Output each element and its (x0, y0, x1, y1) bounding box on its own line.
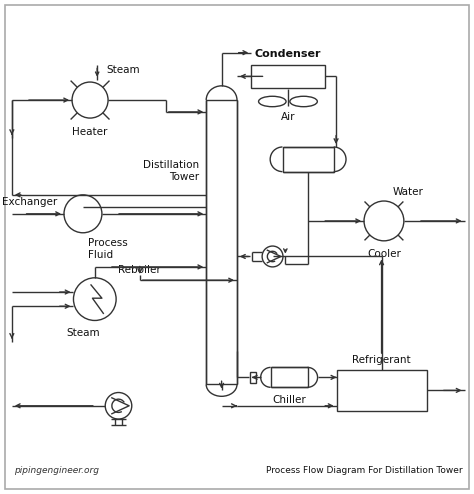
Text: Refrigerant: Refrigerant (352, 355, 411, 365)
Circle shape (105, 393, 132, 419)
Text: Process Flow Diagram For Distillation Tower: Process Flow Diagram For Distillation To… (265, 466, 462, 475)
Text: Steam: Steam (66, 328, 100, 337)
Text: Distillation
Tower: Distillation Tower (143, 161, 199, 182)
Ellipse shape (259, 96, 286, 107)
Bar (271, 368, 308, 387)
Circle shape (64, 195, 102, 233)
Ellipse shape (290, 96, 318, 107)
Bar (251, 65, 325, 88)
Text: Cooler: Cooler (367, 249, 401, 259)
Bar (337, 370, 427, 411)
Text: Process
Fluid: Process Fluid (88, 239, 128, 260)
Text: Water: Water (392, 187, 423, 197)
Bar (250, 371, 256, 383)
Text: Chiller: Chiller (272, 395, 306, 406)
Text: pipingengineer.org: pipingengineer.org (14, 466, 99, 475)
Circle shape (73, 278, 116, 321)
Bar (283, 147, 334, 171)
Bar (206, 100, 237, 384)
Text: Condenser: Condenser (255, 49, 321, 59)
Text: Heater: Heater (73, 126, 108, 137)
Text: Steam: Steam (107, 65, 140, 75)
Text: Exchanger: Exchanger (1, 197, 57, 207)
Text: Air: Air (281, 112, 295, 122)
Circle shape (364, 201, 404, 241)
Text: Reboiler: Reboiler (118, 265, 161, 276)
Circle shape (72, 82, 108, 118)
Circle shape (262, 246, 283, 267)
